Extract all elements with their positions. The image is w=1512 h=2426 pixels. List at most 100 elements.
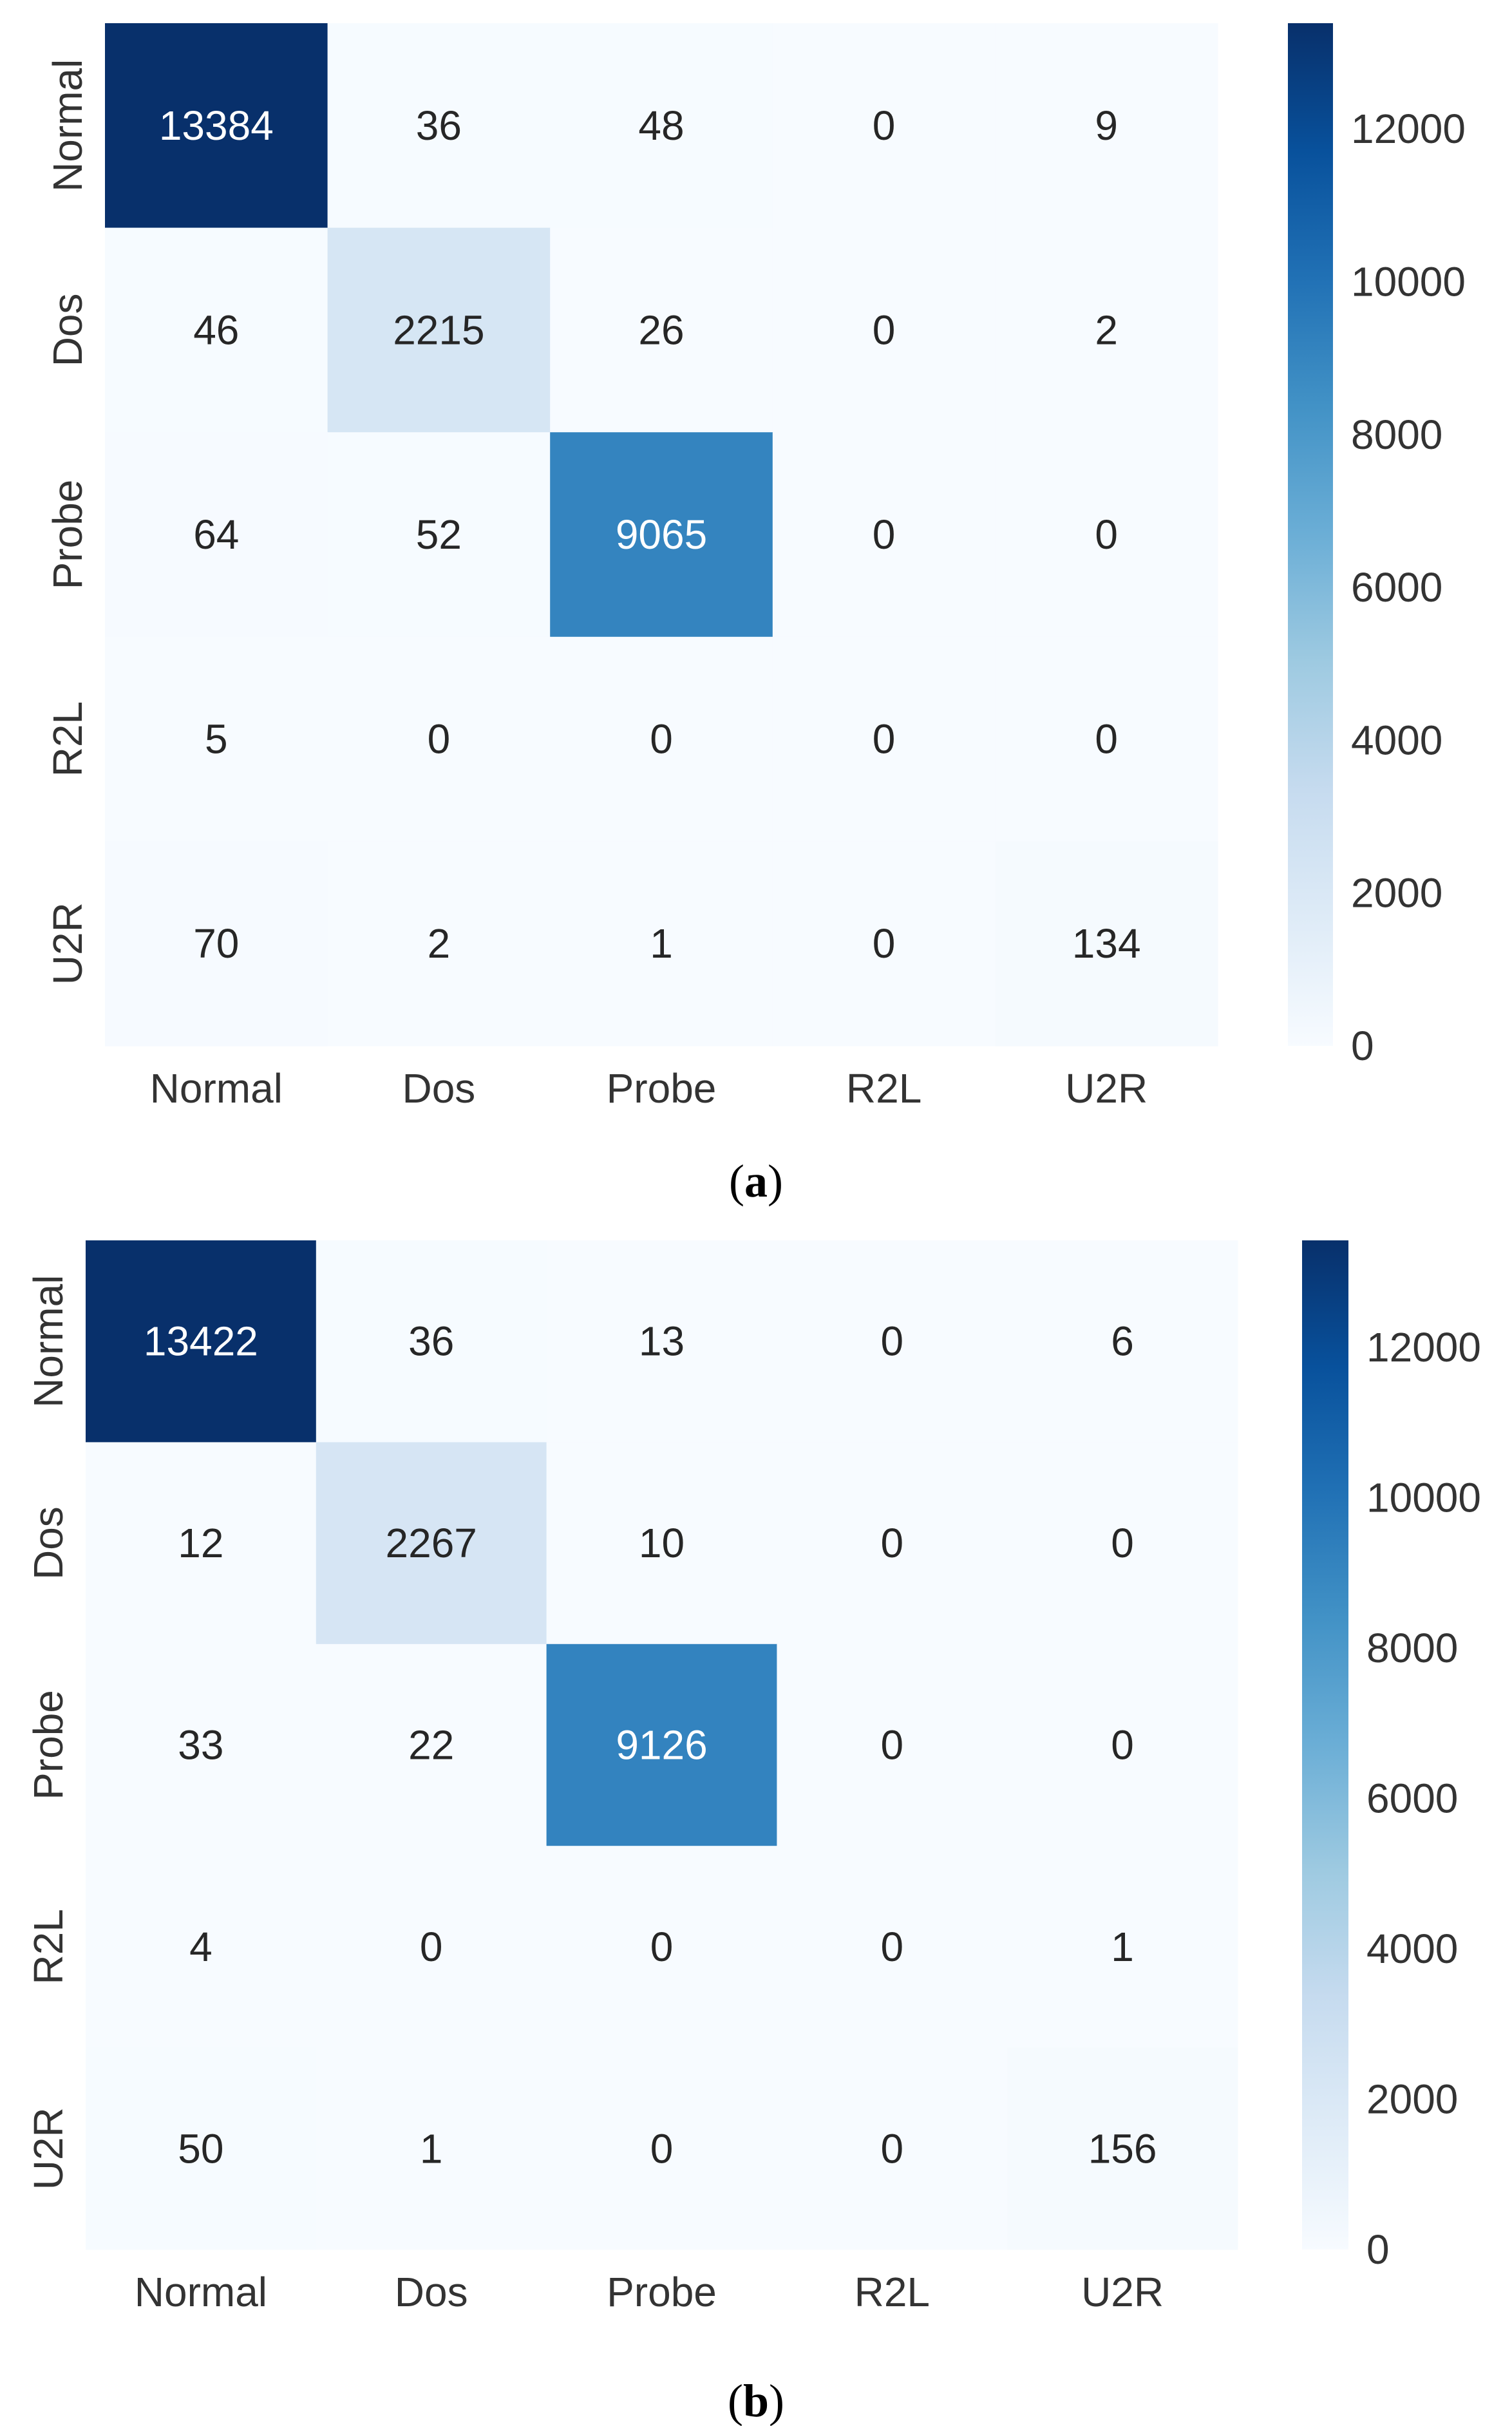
- figure-caption-a: (a): [729, 1155, 783, 1207]
- colorbar-tick-label: 10000: [1351, 259, 1466, 305]
- heatmap-cell: [995, 432, 1218, 638]
- colorbar-tick-label: 12000: [1366, 1324, 1481, 1370]
- y-tick-label: Normal: [25, 1275, 71, 1408]
- cell-value-label: 10: [639, 1520, 685, 1566]
- cell-value-label: 9: [1095, 102, 1118, 149]
- heatmap-cell: [327, 23, 551, 229]
- colorbar-tick-label: 12000: [1351, 106, 1466, 152]
- colorbar-tick-label: 0: [1351, 1023, 1374, 1069]
- cell-value-label: 5: [205, 716, 228, 763]
- cell-value-label: 13422: [144, 1318, 258, 1365]
- cell-value-label: 33: [178, 1722, 223, 1768]
- y-tick-label: R2L: [25, 1909, 71, 1984]
- cell-value-label: 64: [193, 511, 239, 558]
- heatmap-cell: [327, 227, 551, 433]
- heatmap-cell: [105, 432, 328, 638]
- heatmap-cell: [546, 1442, 777, 1645]
- colorbar-tick-label: 8000: [1366, 1625, 1458, 1671]
- x-tick-label: Dos: [395, 2269, 468, 2315]
- cell-value-label: 0: [881, 1924, 904, 1970]
- heatmap-cell: [316, 1442, 547, 1645]
- y-tick-label: U2R: [44, 902, 91, 985]
- x-tick-label: Normal: [150, 1065, 283, 1112]
- heatmap-cell: [86, 2047, 317, 2250]
- heatmap-cell: [546, 1240, 777, 1443]
- heatmap-cell: [550, 841, 773, 1047]
- colorbar-tick-label: 10000: [1366, 1475, 1481, 1521]
- cell-value-label: 0: [420, 1924, 443, 1970]
- cell-value-label: 0: [873, 511, 896, 558]
- heatmap-cell: [772, 227, 996, 433]
- heatmap-cell: [1007, 1846, 1238, 2049]
- cell-value-label: 12: [178, 1520, 223, 1566]
- cell-value-label: 0: [881, 1722, 904, 1768]
- cell-value-label: 0: [428, 716, 451, 763]
- cell-value-label: 0: [650, 716, 673, 763]
- cell-value-label: 9126: [616, 1722, 707, 1768]
- x-tick-label: U2R: [1065, 1065, 1148, 1112]
- cell-value-label: 156: [1088, 2125, 1157, 2172]
- heatmap-cell: [316, 1644, 547, 1846]
- cell-value-label: 4: [189, 1924, 213, 1970]
- heatmap-cell: [105, 227, 328, 433]
- x-tick-label: Dos: [402, 1065, 475, 1112]
- cell-value-label: 2: [428, 920, 451, 967]
- cell-value-label: 0: [1095, 716, 1118, 763]
- confusion-matrix-a: 13384 36 48 0 9 46 2215 26 0 2 64 52 9065 0 0 5 0 0 0 0 70 2 1…: [44, 23, 1466, 1207]
- cell-value-label: 1: [650, 920, 673, 967]
- heatmap-cell: [550, 227, 773, 433]
- heatmap-cell: [995, 23, 1218, 229]
- y-tick-label: Dos: [44, 293, 91, 366]
- colorbar-tick-label: 4000: [1366, 1926, 1458, 1972]
- heatmap-cell: [327, 841, 551, 1047]
- colorbar-tick-label: 2000: [1351, 870, 1442, 916]
- heatmap-cell: [995, 841, 1218, 1047]
- cell-value-label: 0: [873, 920, 896, 967]
- x-tick-label: U2R: [1081, 2269, 1164, 2315]
- cell-value-label: 0: [873, 716, 896, 763]
- colorbar-tick-label: 2000: [1366, 2076, 1458, 2123]
- x-tick-label: R2L: [846, 1065, 921, 1112]
- colorbar: [1288, 23, 1333, 1046]
- cell-value-label: 1: [420, 2125, 443, 2172]
- heatmap-cell: [546, 1846, 777, 2049]
- heatmap-cell: [316, 1846, 547, 2049]
- cell-value-label: 0: [650, 1924, 674, 1970]
- figure-caption-b: (b): [728, 2375, 784, 2426]
- cell-value-label: 36: [416, 102, 462, 149]
- cell-value-label: 0: [873, 102, 896, 149]
- heatmap-cell: [316, 1240, 547, 1443]
- cell-value-label: 0: [881, 1318, 904, 1365]
- cell-value-label: 22: [408, 1722, 454, 1768]
- heatmap-cell: [772, 636, 996, 842]
- heatmap-cell: [995, 227, 1218, 433]
- heatmap-cell: [1007, 1442, 1238, 1645]
- heatmap-cell: [777, 1644, 1008, 1846]
- x-tick-label: R2L: [855, 2269, 930, 2315]
- colorbar-tick-label: 6000: [1366, 1776, 1458, 1822]
- cell-value-label: 1: [1111, 1924, 1134, 1970]
- cell-value-label: 13384: [159, 102, 274, 149]
- heatmap-cell: [546, 1644, 777, 1846]
- y-tick-label: Probe: [25, 1690, 71, 1800]
- cell-value-label: 13: [639, 1318, 685, 1365]
- y-tick-label: Dos: [25, 1506, 71, 1580]
- cell-value-label: 0: [881, 1520, 904, 1566]
- heatmap-cell: [550, 432, 773, 638]
- cell-value-label: 134: [1072, 920, 1141, 967]
- confusion-matrix-b: 13422 36 13 0 612 2267 10 0 033 22 9126 0 04 0 0 0 150 1 0…: [25, 1240, 1481, 2426]
- heatmap-cell: [105, 23, 328, 229]
- cell-value-label: 46: [193, 307, 239, 353]
- heatmap-cell: [772, 841, 996, 1047]
- cell-value-label: 6: [1111, 1318, 1134, 1365]
- x-tick-label: Probe: [607, 1065, 717, 1112]
- y-tick-label: Probe: [44, 480, 91, 590]
- heatmap-cell: [995, 636, 1218, 842]
- y-tick-label: Normal: [44, 59, 91, 192]
- heatmap-cell: [772, 23, 996, 229]
- cell-value-label: 0: [650, 2125, 674, 2172]
- heatmap-cell: [777, 2047, 1008, 2250]
- cell-value-label: 2267: [386, 1520, 477, 1566]
- heatmap-cell: [105, 636, 328, 842]
